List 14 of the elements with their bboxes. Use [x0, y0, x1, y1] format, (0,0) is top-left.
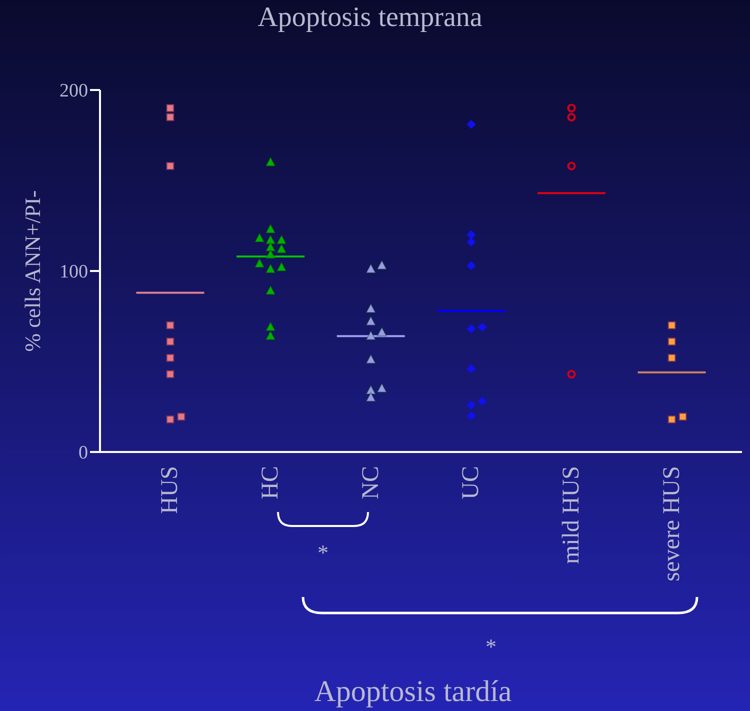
- x-tick-label: HUS: [157, 466, 184, 514]
- x-tick-label: HC: [258, 466, 284, 500]
- text: *: [486, 634, 496, 660]
- x-tick-label: NC: [358, 466, 384, 500]
- x-tick-label: UC: [458, 466, 484, 500]
- chart-title: Apoptosis temprana: [256, 2, 484, 34]
- text: Apoptosis tardía: [314, 675, 512, 709]
- text: *: [318, 540, 328, 566]
- y-tick-label: 200: [60, 80, 88, 102]
- x-tick-label: severe HUS: [658, 466, 685, 582]
- y-tick-label: 0: [78, 442, 88, 464]
- y-axis-title: % cells ANN+/PI-: [20, 190, 45, 352]
- x-tick-label: mild HUS: [558, 466, 584, 564]
- y-tick-label: 100: [60, 262, 88, 283]
